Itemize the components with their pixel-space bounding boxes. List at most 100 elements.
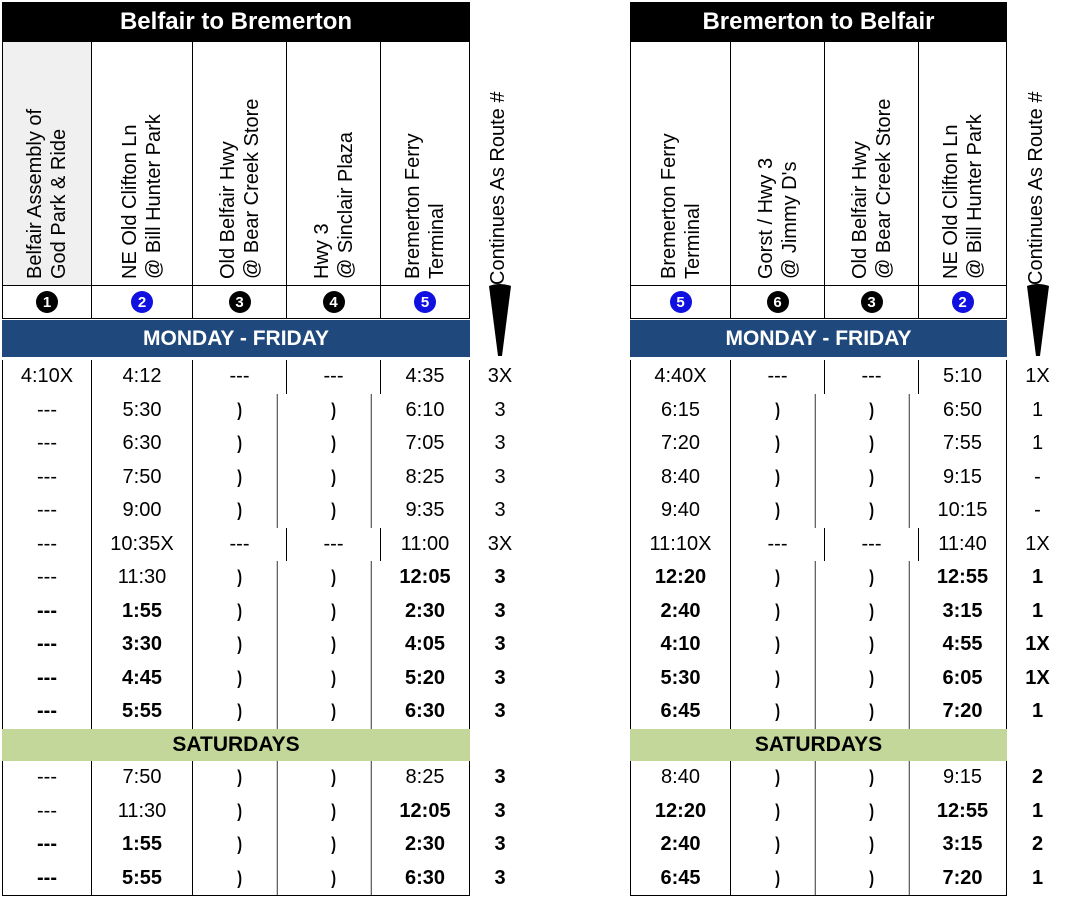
stop-name-line: @ Bill Hunter Park (143, 114, 165, 279)
time-cell: --- (2, 393, 92, 427)
time-cell: 6:45 (630, 861, 731, 895)
schedule-row: 8:40)) 9:15 (630, 460, 1007, 494)
stop-number-badge: 6 (766, 291, 789, 313)
stop-name: Belfair Assembly of God Park & Ride (23, 109, 71, 279)
time-cell: 4:10X (2, 360, 92, 394)
time-cell: 7:20 (630, 427, 731, 461)
time-cell: --- (2, 427, 92, 461)
stop-number-badge: 3 (228, 291, 251, 313)
stop-number-badge: 4 (322, 291, 345, 313)
continue-mark: ) (202, 427, 278, 461)
time-cell: 9:40 (630, 494, 731, 528)
stop-header: Hwy 3 @ Sinclair Plaza (287, 42, 381, 285)
time-cell: 9:00 (92, 494, 193, 528)
time-cell: 12:55 (919, 561, 1007, 595)
table-bottom-border (2, 895, 470, 896)
continue-mark: ) (834, 828, 910, 862)
weekday-band: MONDAY - FRIDAY (630, 320, 1007, 357)
schedule-row: 4:10X 4:12 --- --- 4:35 (2, 360, 470, 394)
route-continuation: 1 (1031, 700, 1044, 723)
route-continuation: 3X (487, 532, 513, 555)
time-cell: 12:20 (630, 561, 731, 595)
route-continuation: 1 (1031, 398, 1044, 421)
continues-as-route-header: Continues As Route # (487, 91, 509, 285)
continue-mark: ) (740, 828, 816, 862)
stop-header: Old Belfair Hwy @ Bear Creek Store (825, 42, 919, 285)
continue-mark: ) (296, 761, 372, 795)
time-cell: 8:25 (381, 761, 470, 795)
stop-number-badge: 2 (951, 291, 974, 313)
time-cell: 11:30 (92, 561, 193, 595)
continue-mark: ) (834, 393, 910, 427)
stop-name: NE Old Clifton Ln @ Bill Hunter Park (939, 114, 987, 279)
time-cell: 4:35 (381, 360, 470, 394)
saturday-band: SATURDAYS (2, 729, 470, 761)
time-cell: 7:20 (919, 695, 1007, 729)
schedule-row: 5:30)) 6:05 (630, 661, 1007, 695)
time-cell: --- (193, 527, 287, 561)
continue-mark: ) (740, 561, 816, 595)
direction-wedge-icon (489, 284, 511, 356)
stop-number-badge: 3 (860, 291, 883, 313)
time-cell: --- (2, 661, 92, 695)
continue-mark: ) (834, 761, 910, 795)
time-cell: --- (2, 494, 92, 528)
time-cell: 2:30 (381, 594, 470, 628)
route-continuation: 3 (494, 866, 506, 889)
schedule-row: 6:45)) 7:20 (630, 861, 1007, 895)
stop-number-badge: 1 (36, 291, 58, 313)
stop-header-row: Bremerton Ferry Terminal Gorst / Hwy 3 @ Ji… (630, 42, 1007, 285)
time-cell: --- (731, 360, 825, 394)
schedule-row: 9:40)) 10:15 (630, 494, 1007, 528)
stop-name-line: Hwy 3 (310, 223, 333, 279)
time-cell: 4:10 (630, 628, 731, 662)
stop-header: Belfair Assembly of God Park & Ride (2, 42, 92, 285)
time-cell: --- (2, 695, 92, 729)
time-cell: --- (825, 527, 919, 561)
continue-mark: ) (834, 861, 910, 895)
stop-number-cell: 3 (825, 286, 919, 318)
stop-number-cell: 2 (92, 286, 193, 318)
stop-number-cell: 1 (2, 286, 92, 318)
stop-header: Old Belfair Hwy @ Bear Creek Store (193, 42, 287, 285)
continue-mark: ) (296, 828, 372, 862)
continue-mark: ) (202, 561, 278, 595)
stop-name-line: @ Jimmy D's (778, 161, 801, 279)
continues-as-route-header: Continues As Route # (1024, 91, 1047, 285)
stop-name-line: @ Sinclair Plaza (334, 131, 357, 279)
schedule-row: 4:10)) 4:55 (630, 628, 1007, 662)
schedule-row: --- 5:30)) 6:10 (2, 393, 470, 427)
schedule-row: --- 11:30)) 12:05 (2, 794, 470, 828)
time-cell: 11:10X (630, 527, 731, 561)
continue-mark: ) (740, 460, 816, 494)
continue-mark: ) (834, 661, 910, 695)
time-cell: 11:30 (92, 794, 193, 828)
continue-mark: ) (202, 594, 278, 628)
schedule-row: --- 9:00)) 9:35 (2, 494, 470, 528)
time-cell: --- (193, 360, 287, 394)
route-continuation: 1X (1025, 666, 1050, 689)
time-cell: 1:55 (92, 828, 193, 862)
route-continuation: 3X (487, 365, 513, 388)
route-continuation: 1 (1031, 432, 1044, 455)
schedule-row: 6:45)) 7:20 (630, 695, 1007, 729)
continue-mark: ) (834, 695, 910, 729)
table-bottom-border (630, 895, 1007, 896)
stop-header: NE Old Clifton Ln @ Bill Hunter Park (92, 42, 193, 285)
continue-mark: ) (834, 460, 910, 494)
schedule-row: 2:40)) 3:15 (630, 828, 1007, 862)
schedule-row: 8:40)) 9:15 (630, 761, 1007, 795)
time-cell: 5:10 (919, 360, 1007, 394)
continue-mark: ) (296, 594, 372, 628)
time-cell: --- (287, 527, 381, 561)
stop-name-line: Belfair Assembly of (24, 108, 46, 279)
continue-mark: ) (202, 695, 278, 729)
time-cell: 6:45 (630, 695, 731, 729)
schedule-row: 11:10X --- --- 11:40 (630, 527, 1007, 561)
stop-name-line: Terminal (681, 203, 704, 279)
stop-header: Bremerton Ferry Terminal (381, 42, 470, 285)
stop-header: Bremerton Ferry Terminal (630, 42, 731, 285)
weekday-band: MONDAY - FRIDAY (2, 320, 470, 357)
time-cell: 2:40 (630, 828, 731, 862)
stop-name-line: Terminal (426, 203, 448, 279)
